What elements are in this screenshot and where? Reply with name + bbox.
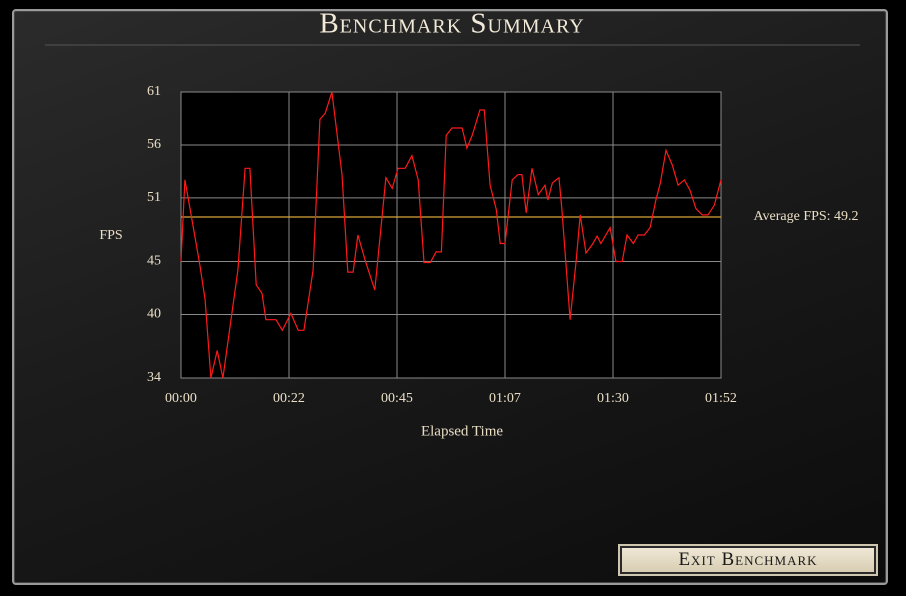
x-tick-label: 01:07 xyxy=(489,391,521,406)
x-tick-label: 00:45 xyxy=(381,391,413,406)
y-tick-label: 61 xyxy=(147,84,161,99)
y-tick-label: 34 xyxy=(147,370,161,385)
fps-line xyxy=(180,91,722,379)
x-tick-label: 00:22 xyxy=(273,391,305,406)
x-tick-label: 00:00 xyxy=(165,391,197,406)
y-tick-label: 45 xyxy=(147,254,161,269)
y-tick-label: 56 xyxy=(147,137,161,152)
x-axis-label: Elapsed Time xyxy=(421,423,503,439)
plot-area xyxy=(180,91,722,379)
average-label: Average FPS: 49.2 xyxy=(753,209,858,224)
exit-button[interactable]: Exit Benchmark xyxy=(618,544,878,576)
x-tick-label: 01:52 xyxy=(705,391,737,406)
y-axis-label: FPS xyxy=(99,228,122,243)
y-tick-label: 40 xyxy=(147,307,161,322)
window-title: Benchmark Summary xyxy=(319,8,584,40)
x-tick-label: 01:30 xyxy=(597,391,629,406)
y-tick-label: 51 xyxy=(147,190,161,205)
